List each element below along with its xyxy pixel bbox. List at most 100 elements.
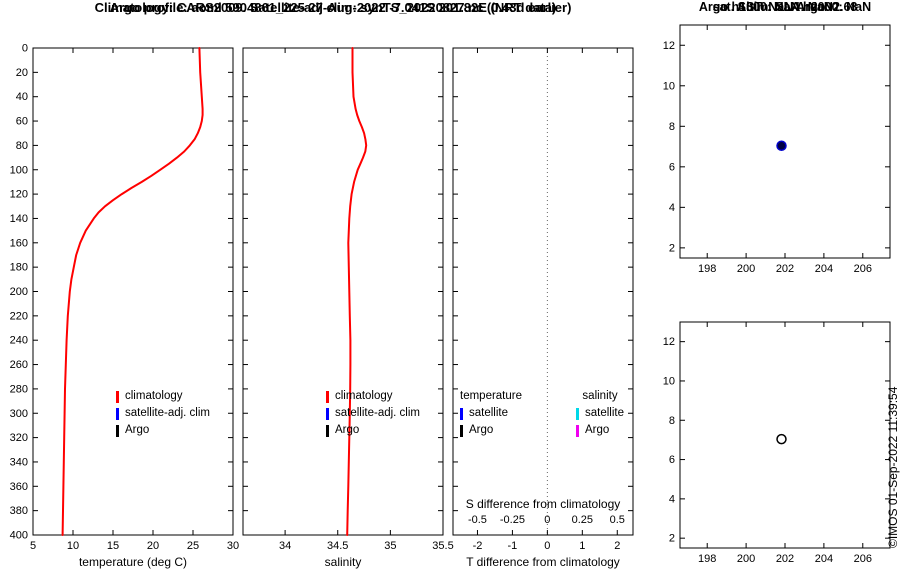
legend-item: climatology <box>326 388 420 405</box>
axes-box <box>452 47 634 536</box>
y-tick-label: 300 <box>10 408 28 420</box>
y-tick-label: 2 <box>669 533 675 545</box>
y-tick-label: 60 <box>16 116 28 128</box>
legend-item: climatology <box>116 388 210 405</box>
legend-label: satellite-adj. clim <box>335 407 420 419</box>
y-tick-label: 380 <box>10 505 28 517</box>
sst-panel-title: sat. SST: NaN Argo: 2.68 <box>712 0 858 14</box>
secondary-axis-tick-label: 0 <box>544 514 550 526</box>
legend-label: Argo <box>125 424 150 436</box>
x-tick-label: 15 <box>107 540 119 552</box>
legend: climatology satellite-adj. clim Argo <box>116 388 210 439</box>
y-tick-label: 0 <box>22 43 28 55</box>
legend-marker <box>576 424 579 437</box>
y-tick-label: 260 <box>10 359 28 371</box>
legend: salinity satellite Argo <box>576 388 624 439</box>
y-tick-label: 40 <box>16 91 28 103</box>
x-tick-label: 206 <box>854 263 872 275</box>
x-tick-label: 35 <box>384 540 396 552</box>
x-tick-label: 34 <box>279 540 291 552</box>
x-tick-label: 198 <box>698 553 716 565</box>
y-tick-label: 4 <box>669 202 675 214</box>
legend-header: salinity <box>582 390 618 402</box>
x-tick-label: 204 <box>815 553 833 565</box>
y-tick-label: 6 <box>669 454 675 466</box>
y-tick-label: 400 <box>10 530 28 542</box>
legend: temperature satellite Argo <box>460 388 522 439</box>
x-tick-label: 25 <box>187 540 199 552</box>
legend-label: Argo <box>469 424 494 436</box>
x-tick-label: 202 <box>776 263 794 275</box>
y-tick-label: 340 <box>10 456 28 468</box>
x-tick-label: 5 <box>30 540 36 552</box>
legend-item: satellite-adj. clim <box>116 405 210 422</box>
legend-marker <box>326 407 329 420</box>
x-tick-label: 198 <box>698 263 716 275</box>
y-tick-label: 360 <box>10 481 28 493</box>
y-tick-label: 160 <box>10 237 28 249</box>
climatology-profile-line <box>346 47 368 536</box>
y-tick-label: 8 <box>669 121 675 133</box>
legend-label: climatology <box>335 390 393 402</box>
legend-label: Argo <box>335 424 360 436</box>
sla-panel-title-line1: Altim. SLA: NaN <box>737 0 833 14</box>
x-axis-label: T difference from climatology <box>466 555 620 569</box>
x-tick-label: -2 <box>473 540 483 552</box>
legend-item: Argo <box>326 422 420 439</box>
legend-label: climatology <box>125 390 183 402</box>
x-tick-label: 10 <box>67 540 79 552</box>
argo-position-marker <box>776 140 787 152</box>
y-tick-label: 140 <box>10 213 28 225</box>
axes-box <box>679 321 891 549</box>
sla-panel-title-line2: Argo h1000: NaN h2000: NaN <box>698 0 872 14</box>
x-tick-label: 35.5 <box>432 540 453 552</box>
y-tick-label: 2 <box>669 242 675 254</box>
legend-header: temperature <box>460 390 523 402</box>
y-tick-label: 280 <box>10 383 28 395</box>
climatology-profile-line <box>61 47 204 536</box>
x-tick-label: 200 <box>737 263 755 275</box>
y-tick-label: 240 <box>10 335 28 347</box>
legend-label: satellite-adj. clim <box>125 407 210 419</box>
x-axis-label: salinity <box>325 555 362 569</box>
x-tick-label: 2 <box>614 540 620 552</box>
x-tick-label: 206 <box>854 553 872 565</box>
legend-label: satellite <box>469 407 508 419</box>
secondary-axis-tick-label: -0.5 <box>468 514 487 526</box>
legend-item: Argo <box>116 422 210 439</box>
legend-marker <box>326 390 329 403</box>
y-tick-label: 6 <box>669 161 675 173</box>
imos-watermark: ©IMOS 01-Sep-2022 11:39:54 <box>886 386 900 548</box>
x-tick-label: 204 <box>815 263 833 275</box>
legend-item: satellite-adj. clim <box>326 405 420 422</box>
y-tick-label: 120 <box>10 189 28 201</box>
figure-title-line1: Argo profile: aoml 5904861_225 27-Aug-20… <box>109 0 557 15</box>
y-tick-label: 4 <box>669 493 675 505</box>
x-tick-label: 0 <box>544 540 550 552</box>
legend-marker <box>116 390 119 403</box>
legend-item: satellite <box>576 405 624 422</box>
x-tick-label: 1 <box>579 540 585 552</box>
legend-label: Argo <box>585 424 610 436</box>
axes-box <box>242 47 444 536</box>
x-tick-label: 202 <box>776 553 794 565</box>
legend-marker <box>576 407 579 420</box>
x-axis-label: temperature (deg C) <box>79 555 187 569</box>
y-tick-label: 200 <box>10 286 28 298</box>
legend-item: Argo <box>576 422 624 439</box>
y-tick-label: 180 <box>10 262 28 274</box>
y-tick-label: 320 <box>10 432 28 444</box>
legend-label: satellite <box>585 407 624 419</box>
legend-marker <box>116 424 119 437</box>
axes-box <box>679 24 891 259</box>
legend-marker <box>326 424 329 437</box>
x-tick-label: -1 <box>508 540 518 552</box>
legend-marker <box>460 407 463 420</box>
y-tick-label: 12 <box>663 40 675 52</box>
secondary-axis-tick-label: -0.25 <box>500 514 525 526</box>
legend-item: satellite <box>460 405 522 422</box>
legend: climatology satellite-adj. clim Argo <box>326 388 420 439</box>
legend-marker <box>460 424 463 437</box>
y-tick-label: 12 <box>663 336 675 348</box>
